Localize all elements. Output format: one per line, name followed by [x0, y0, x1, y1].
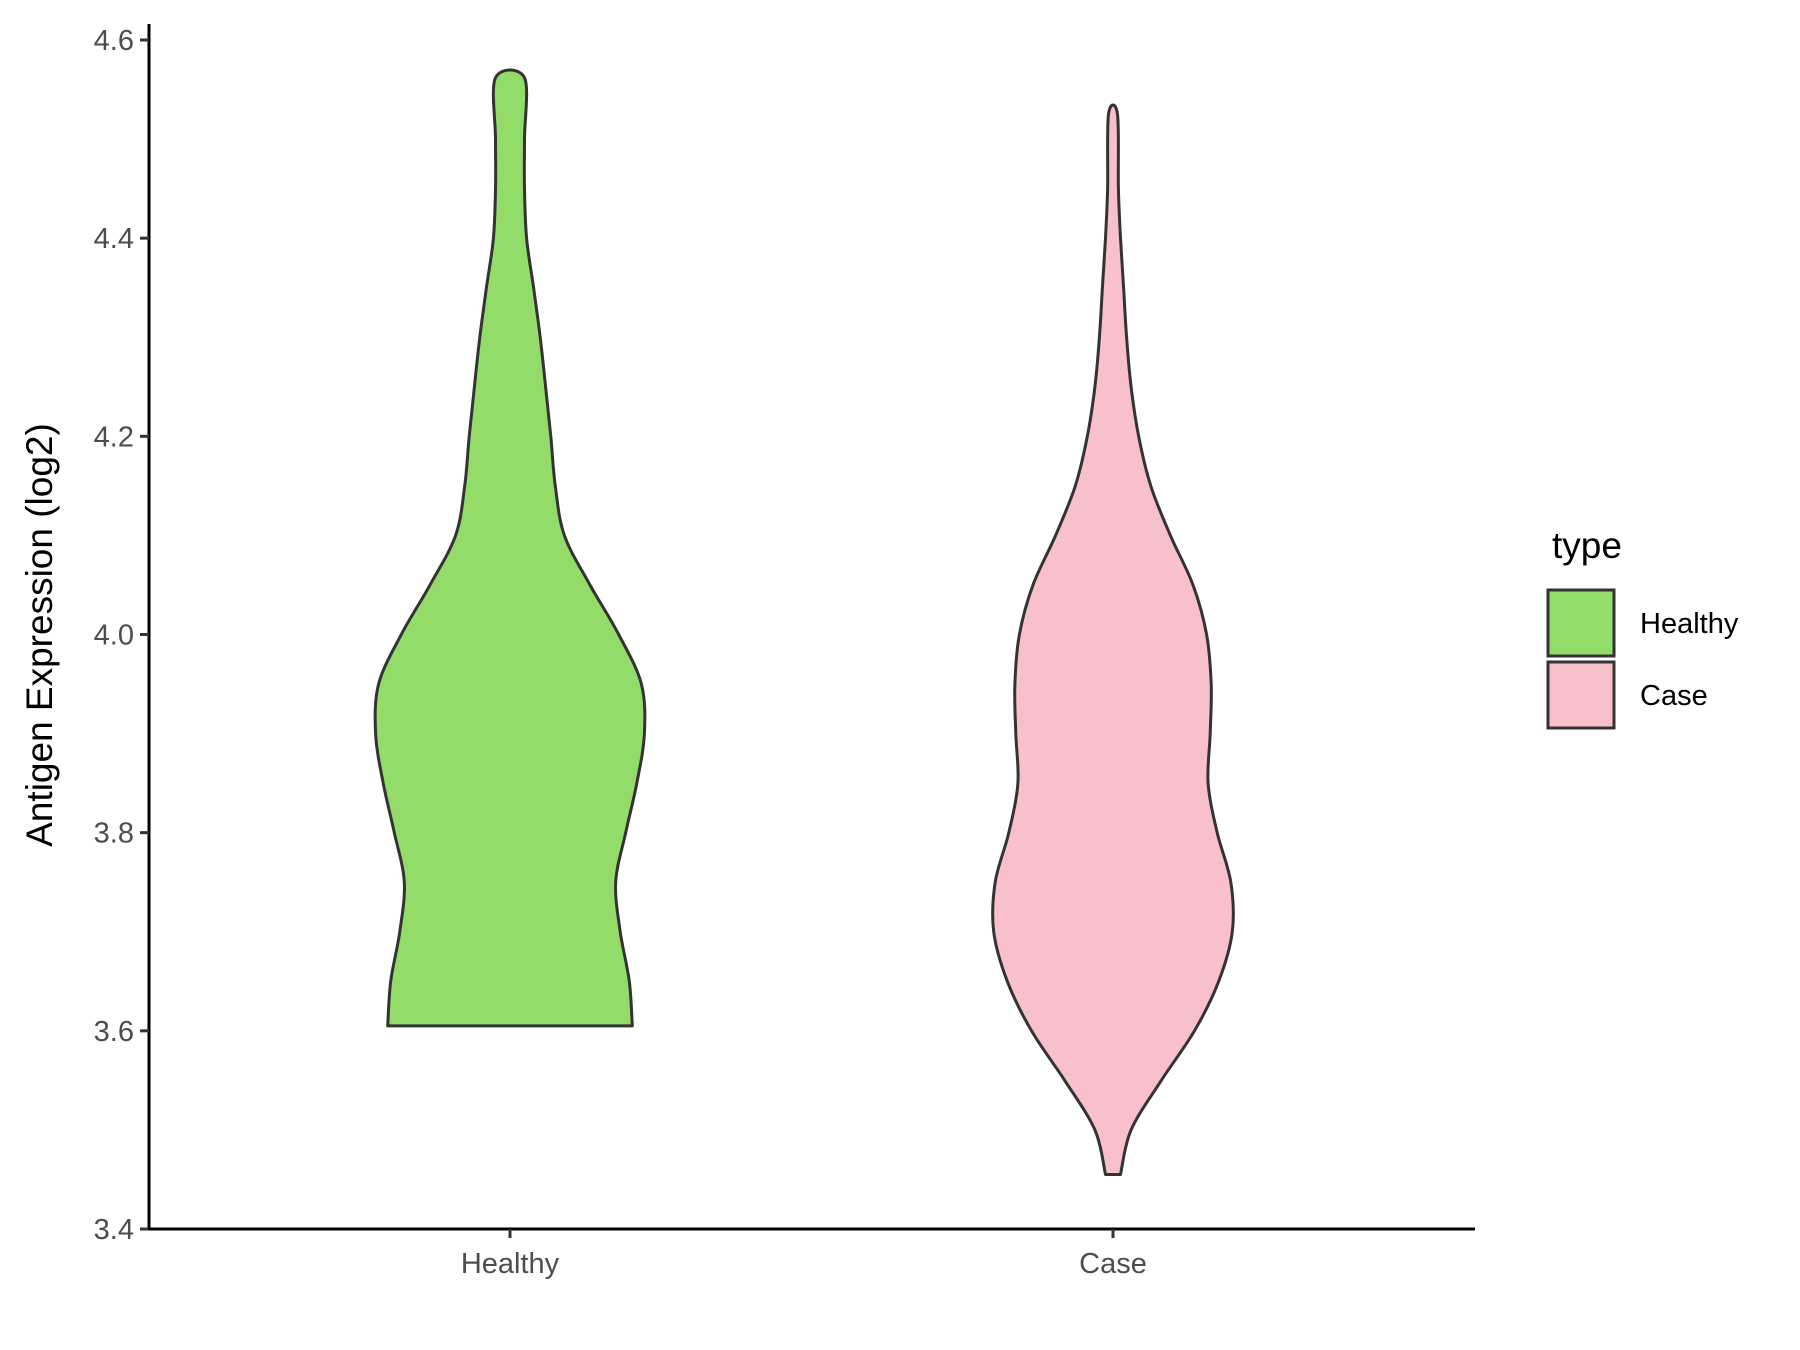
y-tick-label: 4.4 [94, 223, 134, 255]
violin-case [991, 103, 1235, 1176]
x-tick-label: Case [1079, 1248, 1147, 1280]
y-tick-label: 3.6 [94, 1016, 134, 1048]
legend: type Healthy Case [1546, 525, 1739, 730]
y-tick-label: 3.4 [94, 1214, 134, 1246]
x-tick-label: Healthy [461, 1248, 560, 1280]
legend-label-healthy: Healthy [1640, 608, 1739, 640]
y-axis: 3.4 3.6 3.8 4.0 4.2 4.4 4.6 [94, 24, 151, 1246]
violins-layer [373, 68, 1235, 1176]
legend-swatch-healthy [1546, 588, 1616, 658]
y-tick-label: 4.0 [94, 620, 134, 652]
y-tick-label: 3.8 [94, 818, 134, 850]
violin-healthy [373, 68, 647, 1028]
legend-title: type [1552, 525, 1622, 566]
y-tick-label: 4.2 [94, 421, 134, 453]
y-axis-title: Antigen Expression (log2) [19, 423, 60, 847]
y-tick-label: 4.6 [94, 25, 134, 57]
legend-label-case: Case [1640, 680, 1708, 712]
legend-swatch-case [1546, 660, 1616, 730]
x-axis: Healthy Case [148, 1227, 1475, 1280]
